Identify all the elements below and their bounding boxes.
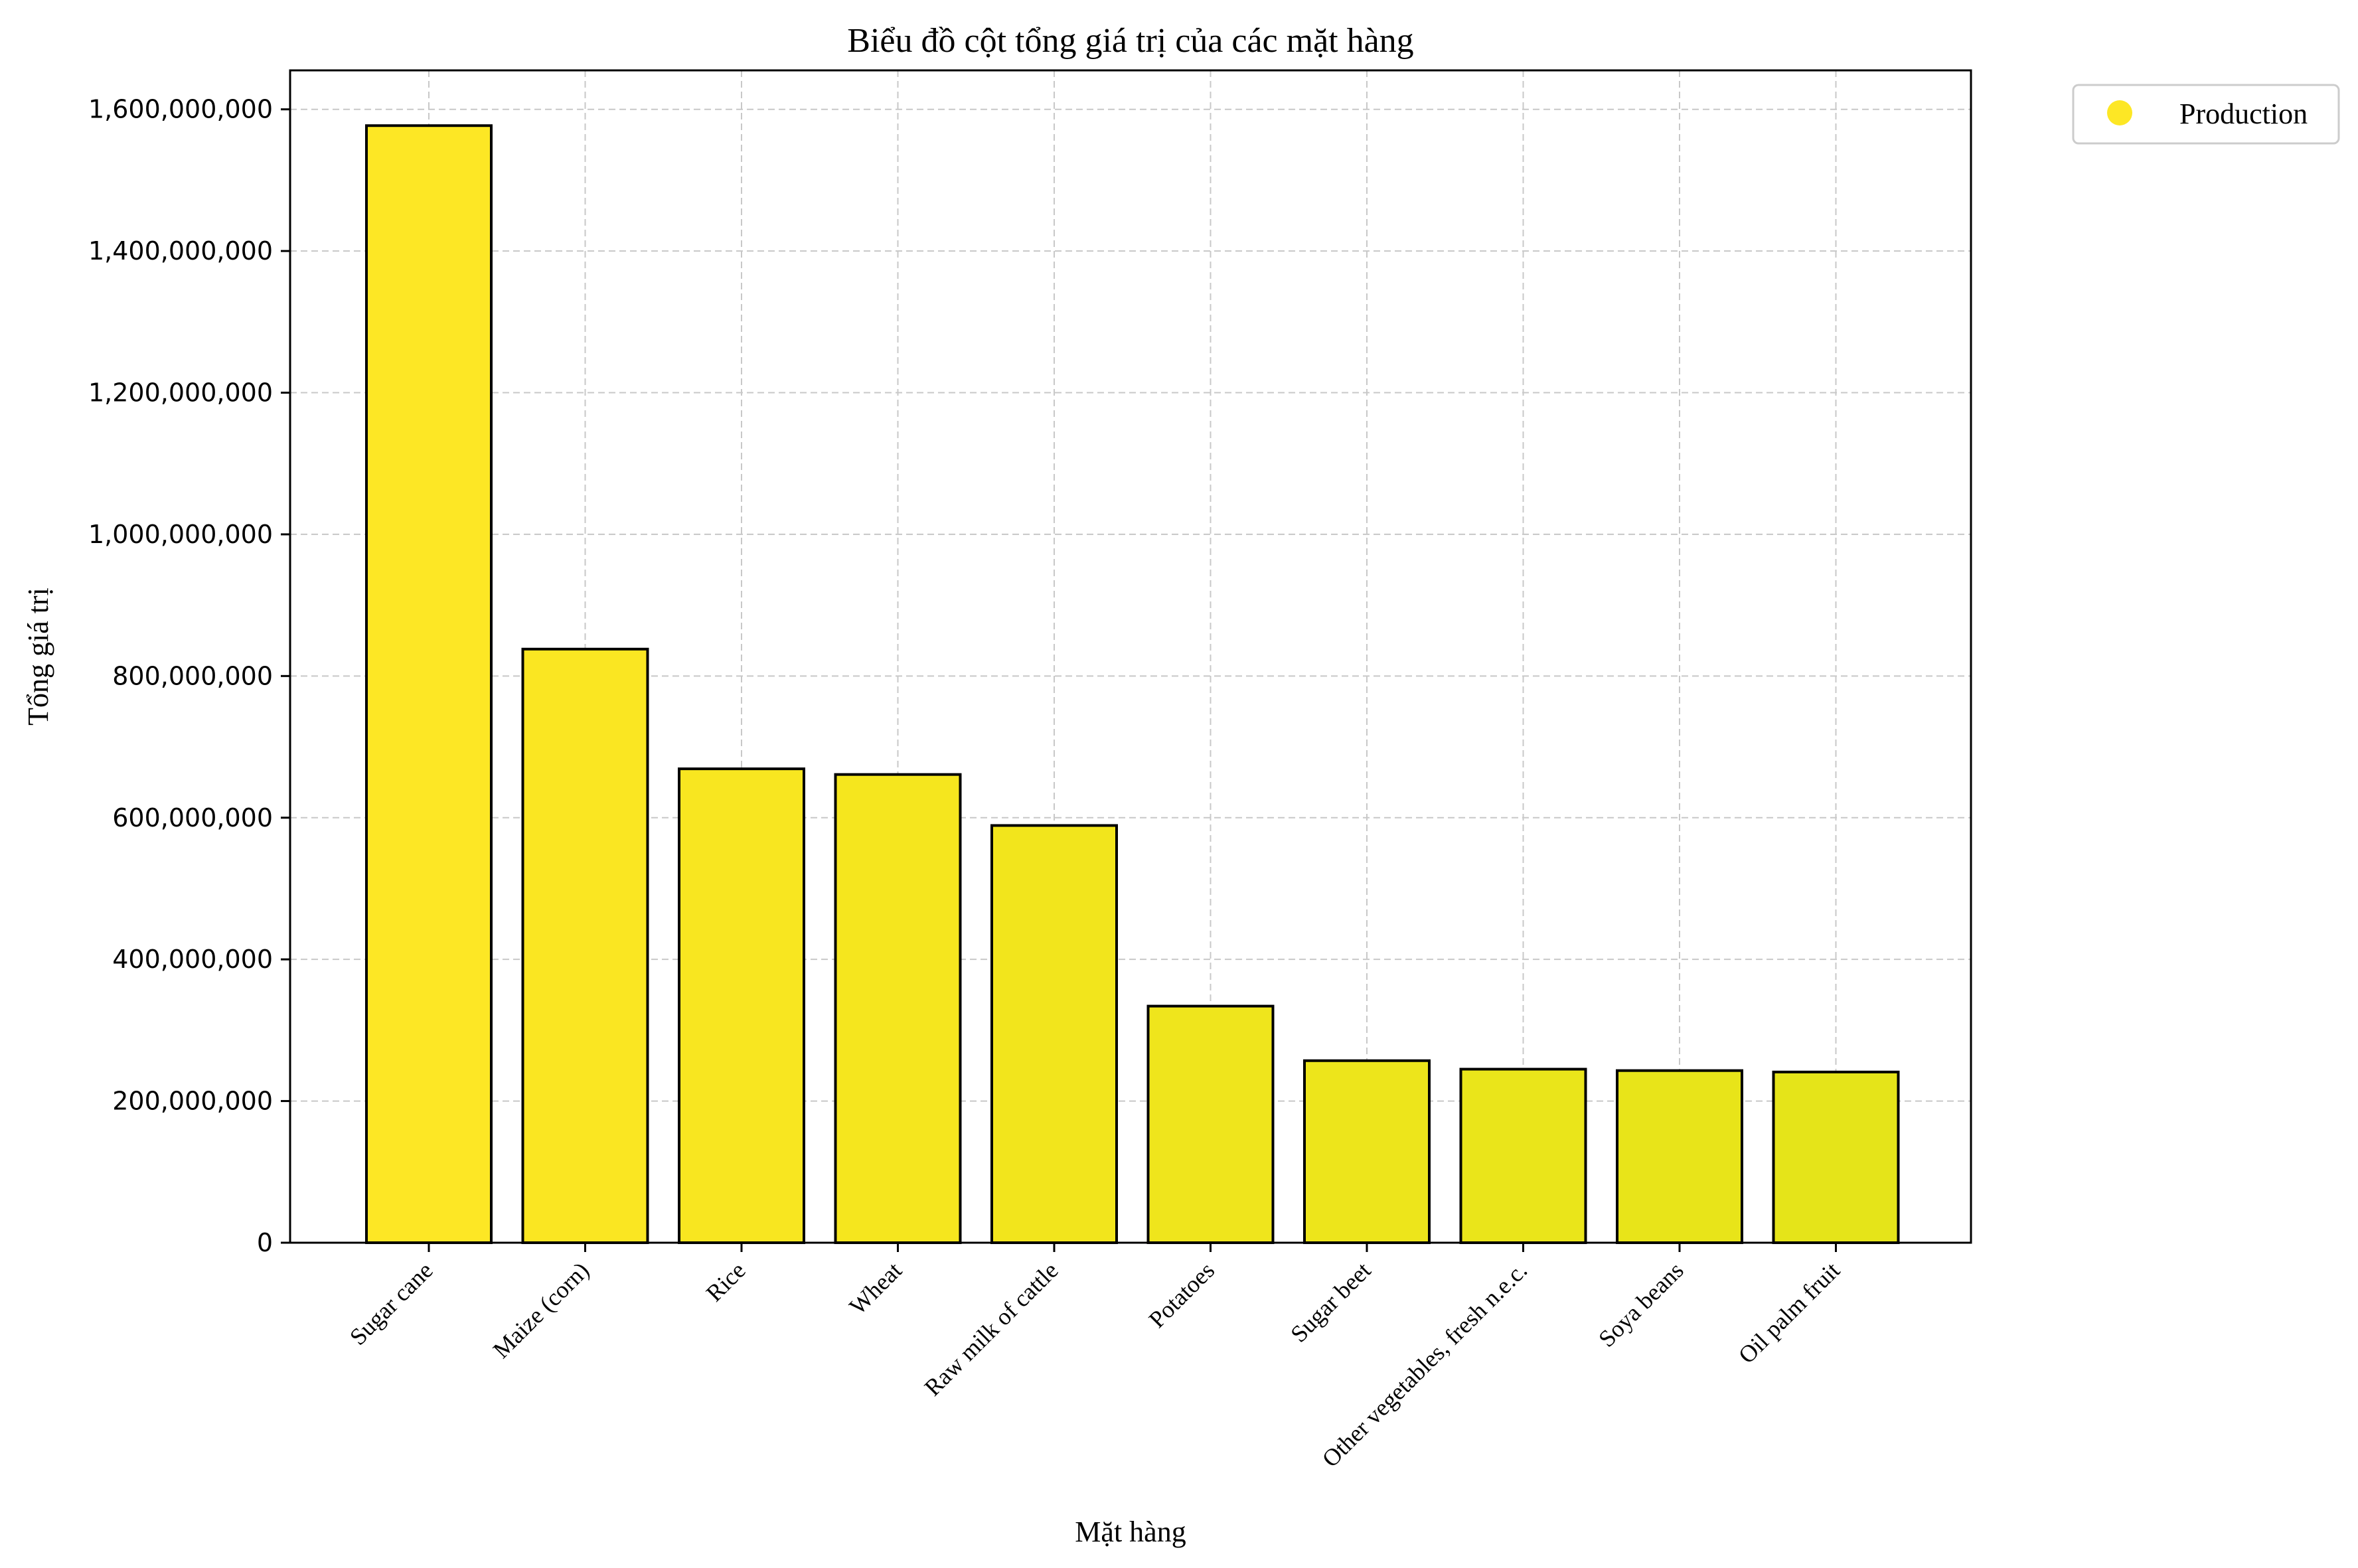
y-tick-label: 1,200,000,000 — [88, 378, 273, 408]
bar — [521, 647, 649, 1244]
bar — [990, 824, 1118, 1244]
y-tick-label: 1,600,000,000 — [88, 95, 273, 124]
bar — [1772, 1070, 1900, 1245]
y-tick-label: 1,400,000,000 — [88, 236, 273, 266]
chart-title: Biểu đồ cột tổng giá trị của các mặt hàn… — [847, 22, 1413, 60]
y-tick-label: 200,000,000 — [112, 1087, 273, 1116]
plot-frame — [289, 69, 1972, 1244]
y-axis-label: Tổng giá trị — [22, 588, 54, 726]
x-tick-label: Soya beans — [1593, 1257, 1689, 1352]
bar — [1459, 1067, 1587, 1245]
x-tick-label: Wheat — [844, 1257, 907, 1320]
y-tick-label: 800,000,000 — [112, 661, 273, 690]
bars — [365, 124, 1900, 1245]
bar — [1146, 1004, 1275, 1244]
y-tick-label: 400,000,000 — [112, 945, 273, 974]
x-axis-ticks: Sugar cane Maize (corn) Rice Wheat Raw milk … — [345, 1243, 1845, 1472]
x-axis-label: Mặt hàng — [1075, 1516, 1186, 1548]
bar — [1616, 1069, 1743, 1245]
x-tick-label: Sugar cane — [345, 1257, 438, 1350]
x-tick-label: Raw milk of cattle — [919, 1257, 1063, 1401]
x-tick-label: Sugar beet — [1285, 1257, 1376, 1347]
bar — [1303, 1059, 1431, 1245]
x-tick-label: Potatoes — [1144, 1257, 1220, 1333]
bar — [365, 124, 493, 1244]
y-tick-label: 1,000,000,000 — [88, 520, 273, 549]
y-tick-label: 0 — [257, 1228, 273, 1257]
legend-marker — [2107, 100, 2132, 125]
x-tick-label: Rice — [701, 1257, 751, 1306]
legend-box — [2072, 84, 2340, 145]
x-tick-label: Oil palm fruit — [1733, 1257, 1845, 1368]
bar — [678, 767, 805, 1244]
x-tick-label: Maize (corn) — [488, 1257, 594, 1363]
legend-label-production: Production — [2179, 98, 2308, 130]
y-tick-label: 600,000,000 — [112, 803, 273, 832]
bar — [834, 773, 962, 1245]
y-axis-ticks: 0 200,000,000 400,000,000 600,000,000 800,00… — [88, 95, 290, 1257]
legend: Production — [2072, 84, 2340, 145]
